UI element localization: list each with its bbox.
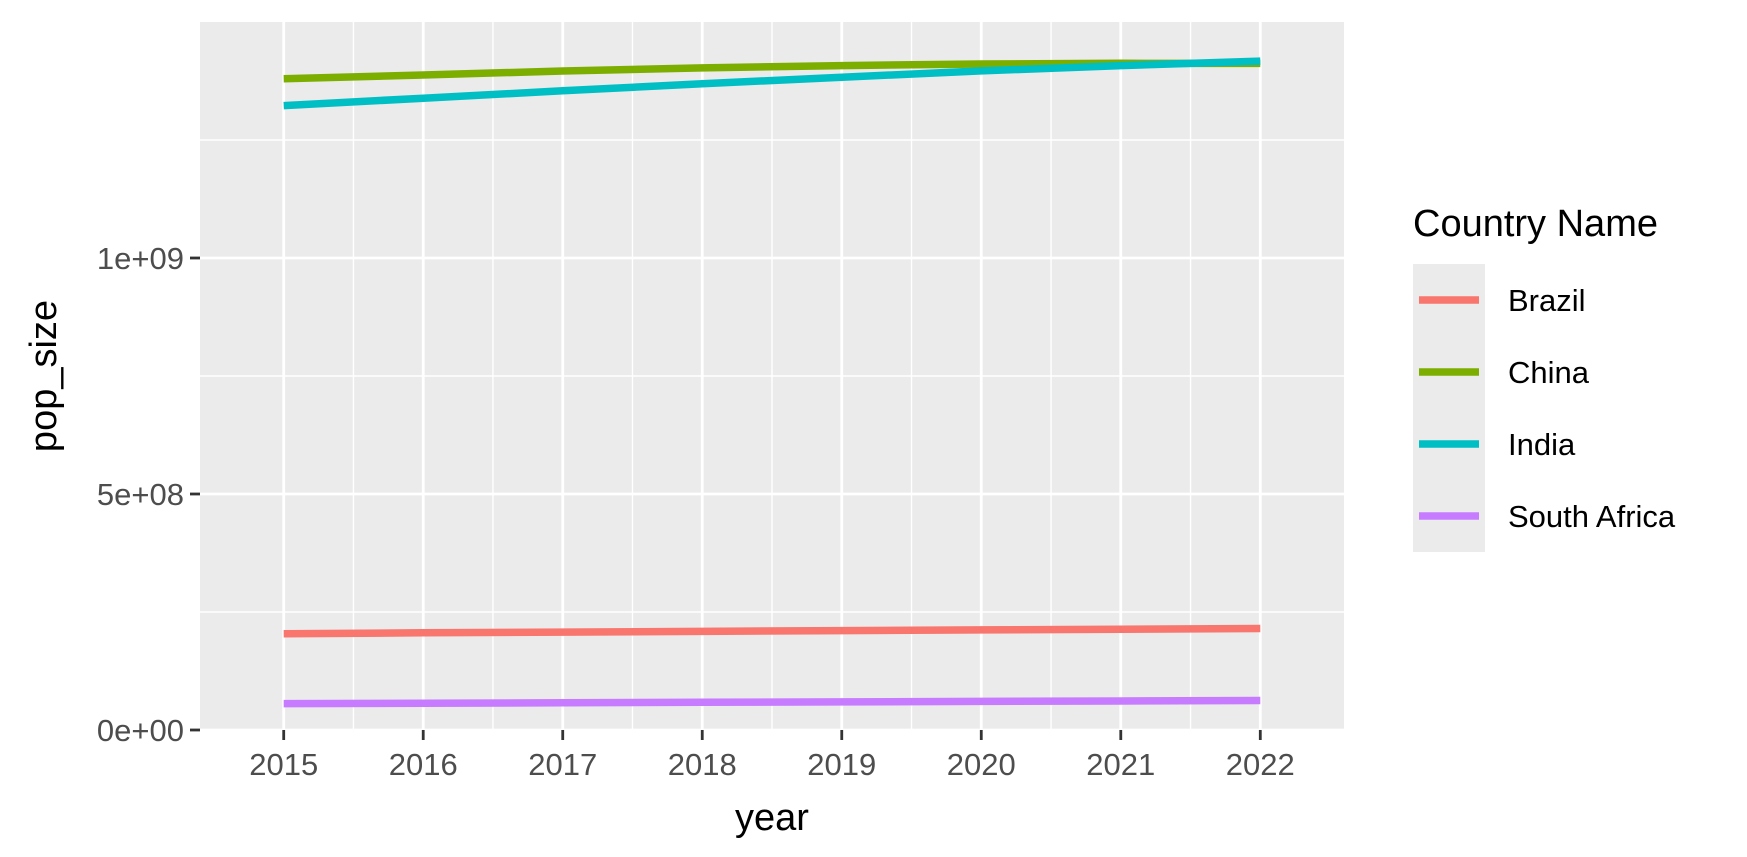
x-tick-label-7: 2022: [1226, 747, 1295, 782]
y-axis: 0e+00 5e+08 1e+09: [97, 241, 200, 748]
x-tick-label-3: 2018: [668, 747, 737, 782]
series-line-india: [283, 57, 1261, 110]
x-axis-title: year: [735, 797, 809, 839]
y-tick-label-0: 0e+00: [97, 713, 184, 748]
legend-label-brazil: Brazil: [1508, 283, 1586, 318]
y-axis-title: pop_size: [23, 300, 65, 452]
x-tick-label-4: 2019: [807, 747, 876, 782]
x-tick-label-2: 2017: [528, 747, 597, 782]
x-axis: 2015 2016 2017 2018 2019 2020 2021 2022: [249, 730, 1295, 782]
grid-major: [200, 22, 1344, 732]
series-line-brazil: [283, 624, 1261, 638]
legend-label-china: China: [1508, 355, 1590, 390]
legend: Country Name Brazil China India South Afric…: [1413, 203, 1676, 552]
x-tick-label-6: 2021: [1086, 747, 1155, 782]
legend-title: Country Name: [1413, 203, 1658, 245]
series-lines: [283, 57, 1261, 708]
grid-minor: [200, 22, 1344, 730]
x-tick-label-5: 2020: [947, 747, 1016, 782]
x-tick-label-1: 2016: [389, 747, 458, 782]
legend-label-south-africa: South Africa: [1508, 499, 1676, 534]
x-tick-label-0: 2015: [249, 747, 318, 782]
y-tick-label-1: 5e+08: [97, 477, 184, 512]
legend-key-background: [1413, 264, 1485, 552]
y-tick-label-2: 1e+09: [97, 241, 184, 276]
legend-label-india: India: [1508, 427, 1576, 462]
series-line-south-africa: [283, 696, 1261, 708]
legend-items: Brazil China India South Africa: [1419, 283, 1676, 534]
